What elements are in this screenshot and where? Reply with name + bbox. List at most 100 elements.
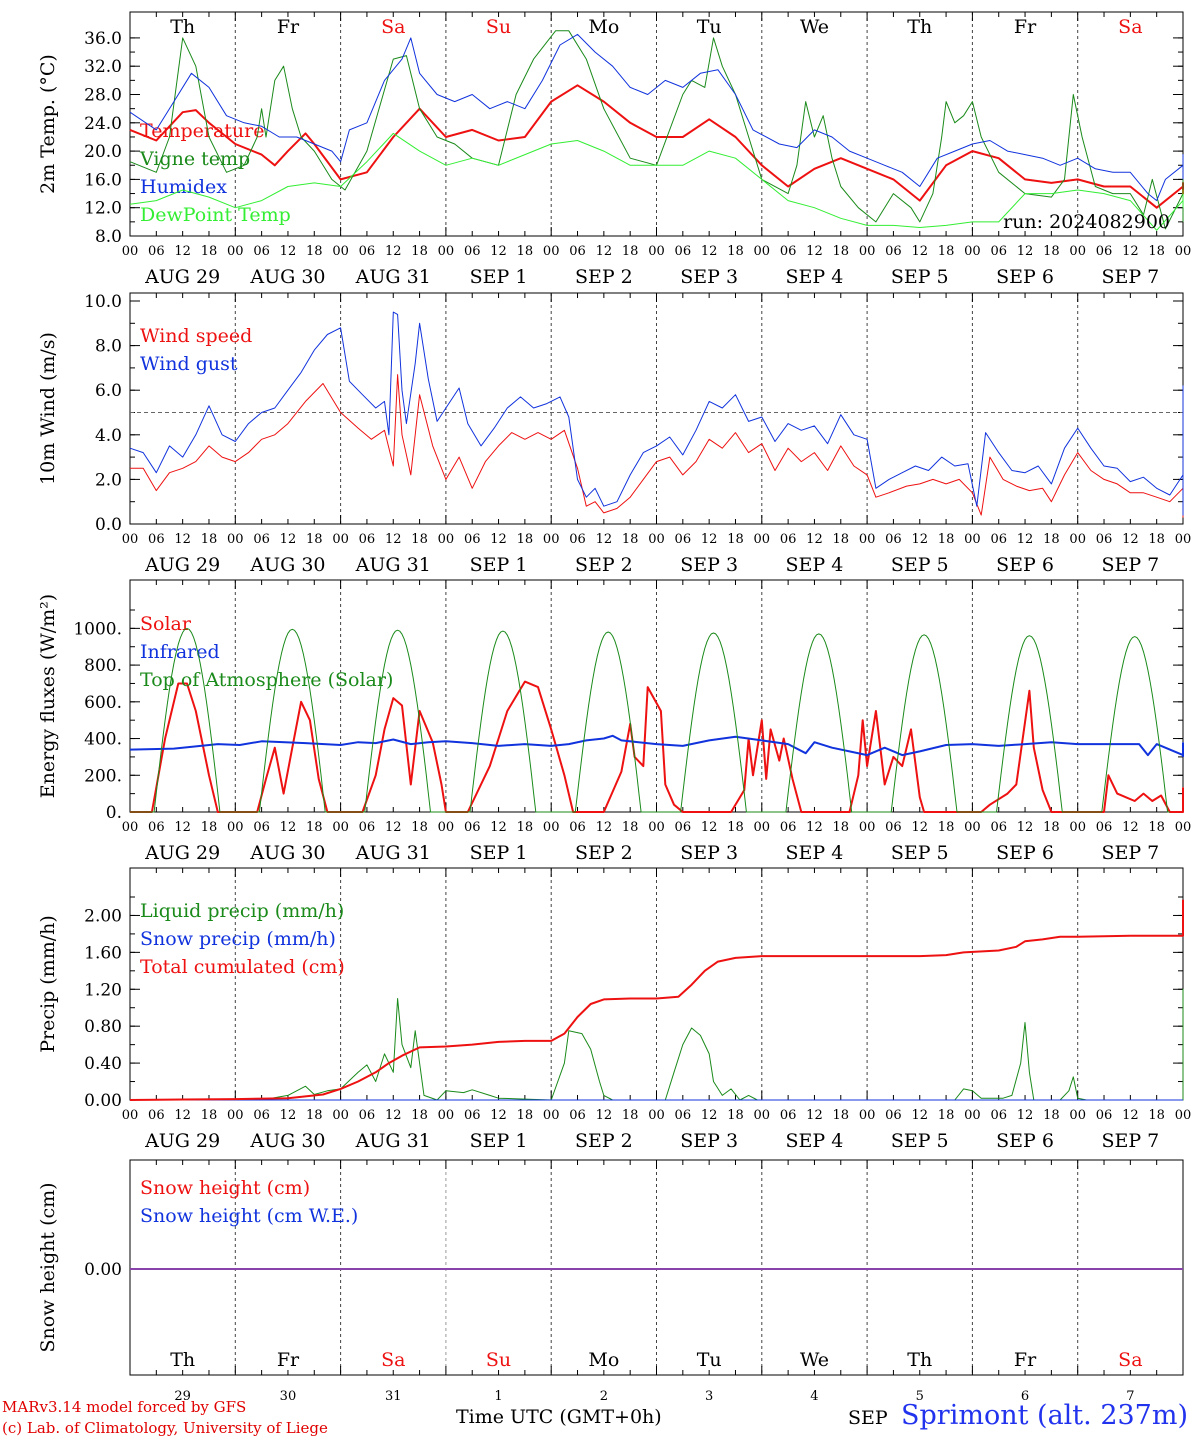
weekday-label: Mo: [588, 1349, 619, 1371]
x-hour-tick-label: 00: [648, 820, 665, 835]
x-hour-tick-label: 12: [1017, 244, 1034, 259]
y-tick-label: 32.0: [84, 57, 122, 77]
x-hour-tick-label: 06: [1096, 532, 1113, 547]
x-hour-tick-label: 00: [438, 532, 455, 547]
legend-entry: Total cumulated (cm): [140, 956, 345, 978]
x-date-label: AUG 29: [144, 1130, 220, 1152]
legend-entry: DewPoint Temp: [140, 204, 291, 226]
x-date-label: SEP 3: [680, 842, 738, 864]
x-hour-tick-label: 00: [1175, 532, 1192, 547]
x-hour-tick-label: 00: [964, 820, 981, 835]
x-hour-tick-label: 06: [1096, 1108, 1113, 1123]
day-number-label: 4: [810, 1389, 818, 1404]
weekday-label: Sa: [381, 1349, 405, 1371]
x-hour-tick-label: 18: [1148, 244, 1165, 259]
y-axis-label: Energy fluxes (W/m²): [37, 594, 59, 798]
y-tick-label: 6.0: [95, 381, 122, 401]
weekday-label: Th: [907, 1349, 932, 1371]
x-hour-tick-label: 12: [806, 244, 823, 259]
x-hour-tick-label: 06: [359, 1108, 376, 1123]
y-tick-label: 2.00: [84, 906, 122, 926]
y-tick-label: 0.40: [84, 1054, 122, 1074]
x-hour-tick-label: 06: [990, 1108, 1007, 1123]
weekday-label: Fr: [1014, 16, 1037, 38]
x-hour-tick-label: 18: [1043, 820, 1060, 835]
legend-entry: Vigne temp: [139, 148, 250, 170]
x-hour-tick-label: 12: [280, 1108, 297, 1123]
x-hour-tick-label: 00: [1069, 244, 1086, 259]
x-hour-tick-label: 06: [675, 820, 692, 835]
x-date-label: SEP 5: [891, 842, 949, 864]
x-hour-tick-label: 00: [754, 1108, 771, 1123]
y-tick-label: 20.0: [84, 142, 122, 162]
x-hour-tick-label: 18: [201, 820, 218, 835]
x-hour-tick-label: 06: [675, 532, 692, 547]
x-hour-tick-label: 18: [622, 820, 639, 835]
x-date-label: SEP 1: [470, 266, 528, 288]
x-hour-tick-label: 18: [622, 244, 639, 259]
x-hour-tick-label: 06: [464, 244, 481, 259]
legend-entry: Wind speed: [140, 325, 252, 347]
legend-entry: Liquid precip (mm/h): [140, 900, 344, 922]
x-hour-tick-label: 18: [306, 820, 323, 835]
x-hour-tick-label: 00: [1175, 244, 1192, 259]
y-tick-label: 10.0: [84, 292, 122, 312]
x-hour-tick-label: 18: [938, 1108, 955, 1123]
panel-1: 8.0 12.0 16.0 20.0 24.0 28.0 32.0 36.0 2m Temp. …: [37, 11, 1192, 288]
x-hour-tick-label: 12: [490, 532, 507, 547]
x-hour-tick-label: 06: [780, 532, 797, 547]
x-date-label: AUG 31: [355, 266, 431, 288]
x-hour-tick-label: 00: [964, 532, 981, 547]
x-hour-tick-label: 18: [727, 532, 744, 547]
x-hour-tick-label: 18: [1148, 820, 1165, 835]
x-hour-tick-label: 12: [174, 820, 191, 835]
x-hour-tick-label: 00: [122, 244, 139, 259]
y-tick-label: 2.0: [95, 470, 122, 490]
x-hour-tick-label: 12: [1017, 532, 1034, 547]
x-hour-tick-label: 00: [122, 532, 139, 547]
day-number-label: 6: [1021, 1389, 1029, 1404]
x-hour-tick-label: 00: [227, 532, 244, 547]
x-hour-tick-label: 18: [727, 1108, 744, 1123]
legend-entry: Snow precip (mm/h): [140, 928, 336, 950]
series-line-humidex: [129, 33, 1184, 202]
run-label: run: 2024082900: [1003, 211, 1170, 233]
x-date-label: SEP 3: [680, 266, 738, 288]
panel-4: 0.00 0.40 0.80 1.20 1.60 2.00 Precip (mm/h) Liq…: [37, 867, 1191, 1152]
x-hour-tick-label: 18: [411, 820, 428, 835]
x-hour-tick-label: 00: [859, 244, 876, 259]
x-hour-tick-label: 18: [411, 244, 428, 259]
x-hour-tick-label: 00: [964, 244, 981, 259]
x-hour-tick-label: 12: [1122, 820, 1139, 835]
x-date-label: SEP 2: [575, 266, 633, 288]
y-tick-label: 28.0: [84, 86, 122, 106]
day-number-label: 30: [280, 1389, 297, 1404]
x-hour-tick-label: 06: [569, 532, 586, 547]
legend-entry: Solar: [140, 613, 192, 635]
x-hour-tick-label: 12: [1122, 532, 1139, 547]
y-tick-label: 0.00: [84, 1260, 122, 1280]
y-axis-label: Snow height (cm): [37, 1182, 59, 1352]
x-hour-tick-label: 06: [1096, 820, 1113, 835]
x-hour-tick-label: 00: [859, 820, 876, 835]
series-line-liquid-precip-mm-h-: [130, 988, 1184, 1101]
x-date-label: SEP 6: [996, 266, 1054, 288]
x-hour-tick-label: 18: [517, 244, 534, 259]
x-hour-tick-label: 18: [1043, 244, 1060, 259]
x-date-label: SEP 4: [786, 266, 844, 288]
x-hour-tick-label: 00: [754, 820, 771, 835]
y-tick-label: 600.: [84, 693, 122, 713]
x-hour-tick-label: 06: [253, 820, 270, 835]
x-hour-tick-label: 00: [648, 1108, 665, 1123]
legend-entry: Top of Atmosphere (Solar): [140, 669, 393, 691]
y-tick-label: 800.: [84, 656, 122, 676]
x-hour-tick-label: 12: [385, 244, 402, 259]
x-date-label: SEP 4: [786, 554, 844, 576]
x-hour-tick-label: 12: [911, 244, 928, 259]
x-hour-tick-label: 12: [806, 532, 823, 547]
x-hour-tick-label: 18: [517, 820, 534, 835]
series-line-solar: [130, 680, 1184, 813]
legend-entry: Snow height (cm W.E.): [140, 1205, 358, 1227]
day-number-label: 1: [494, 1389, 502, 1404]
series-line-temperature: [129, 84, 1184, 209]
